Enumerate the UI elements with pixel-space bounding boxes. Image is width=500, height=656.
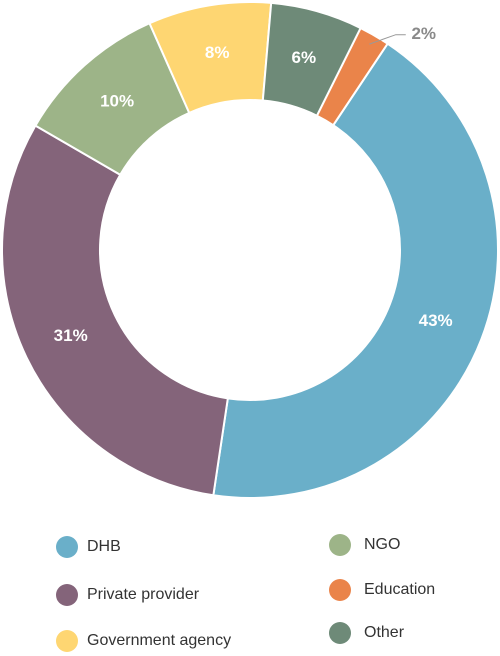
legend-label: Other [364, 624, 405, 641]
leader-line [369, 34, 406, 45]
legend-label: Education [364, 581, 435, 598]
value-label: 43% [419, 311, 453, 330]
legend-swatch [56, 584, 78, 606]
donut-segment [1, 124, 229, 497]
value-label: 31% [54, 326, 88, 345]
value-label: 2% [411, 24, 436, 43]
donut-segment [212, 42, 499, 499]
value-label: 10% [100, 91, 134, 110]
legend-swatch [56, 536, 78, 558]
value-label: 8% [205, 43, 230, 62]
legend-label: DHB [87, 538, 121, 555]
legend-label: Private provider [87, 586, 200, 603]
legend-label: NGO [364, 536, 400, 553]
legend-swatch [329, 622, 351, 644]
legend-label: Government agency [87, 632, 231, 649]
donut-segment [315, 26, 389, 127]
legend-swatch [329, 579, 351, 601]
legend-swatch [329, 534, 351, 556]
legend-swatch [56, 630, 78, 652]
value-label: 6% [292, 48, 317, 67]
